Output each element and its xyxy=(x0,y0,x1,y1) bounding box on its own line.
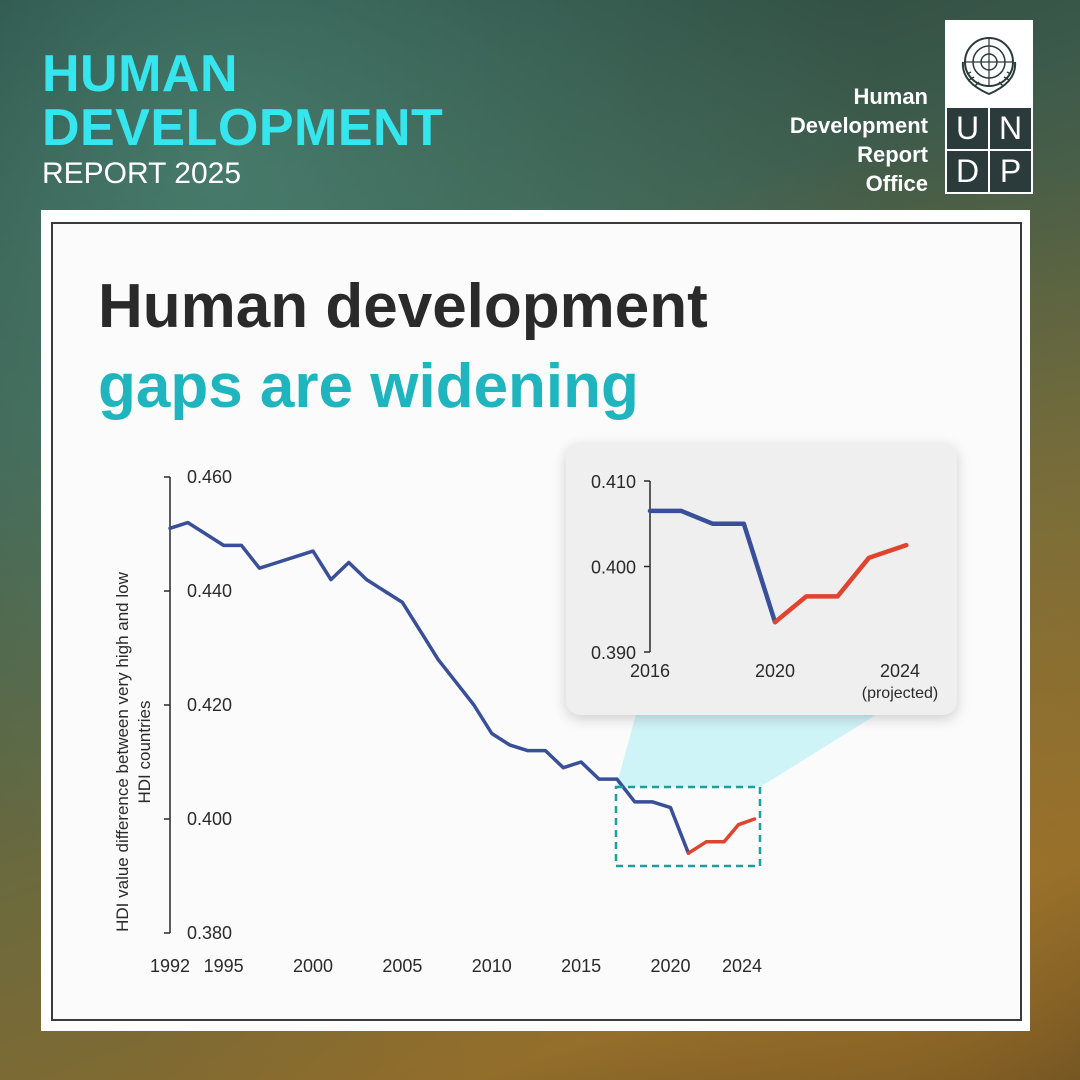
main-series-historical xyxy=(168,520,691,855)
inset-x-tick-note: (projected) xyxy=(862,685,938,702)
main-y-tick-label: 0.460 xyxy=(187,467,232,487)
un-emblem-icon xyxy=(947,22,1031,106)
logo-letter: U xyxy=(947,108,988,149)
inset-x-tick-label: 2020 xyxy=(755,661,795,681)
logo-letter: N xyxy=(990,108,1031,149)
office-line: Development xyxy=(789,113,928,138)
office-line: Human xyxy=(853,84,928,109)
main-x-tick-label: 2024 xyxy=(722,956,762,976)
inset-x-tick-label: 2024 xyxy=(880,661,920,681)
inset-y-tick-label: 0.390 xyxy=(591,643,636,663)
logo-letter: P xyxy=(990,151,1031,192)
headline-line2: gaps are widening xyxy=(98,352,639,421)
main-x-tick-label: 2000 xyxy=(293,956,333,976)
report-title-line2: DEVELOPMENT xyxy=(42,99,444,157)
inset-series-projected xyxy=(772,542,909,625)
zoom-highlight-box xyxy=(614,785,762,868)
main-x-tick-label: 2020 xyxy=(650,956,690,976)
inset-y-tick-label: 0.410 xyxy=(591,472,636,492)
inset-x-tick-label: 2016 xyxy=(630,661,670,681)
main-x-tick-label: 2010 xyxy=(472,956,512,976)
main-x-tick-label: 2005 xyxy=(382,956,422,976)
office-line: Office xyxy=(865,171,928,196)
undp-logo: U N D P xyxy=(945,20,1033,194)
report-subtitle: REPORT 2025 xyxy=(42,157,241,190)
main-x-tick-label: 1992 xyxy=(150,956,190,976)
zoom-callout-beam xyxy=(616,700,900,787)
headline-line1: Human development xyxy=(98,272,708,341)
office-line: Report xyxy=(857,142,928,167)
main-y-tick-label: 0.440 xyxy=(187,581,232,601)
undp-letters: U N D P xyxy=(947,108,1031,192)
logo-letter: D xyxy=(947,151,988,192)
inset-y-tick-label: 0.400 xyxy=(591,558,636,578)
office-name: Human Development Report Office xyxy=(668,82,928,198)
main-y-tick-label: 0.400 xyxy=(187,809,232,829)
chart-card xyxy=(41,210,1030,1031)
main-x-tick-label: 2015 xyxy=(561,956,601,976)
main-y-tick-label: 0.420 xyxy=(187,695,232,715)
inset-series-historical xyxy=(647,508,778,625)
main-x-tick-label: 1995 xyxy=(204,956,244,976)
report-title-line1: HUMAN xyxy=(42,45,239,103)
main-series-projected xyxy=(686,817,757,855)
main-y-tick-label: 0.380 xyxy=(187,923,232,943)
